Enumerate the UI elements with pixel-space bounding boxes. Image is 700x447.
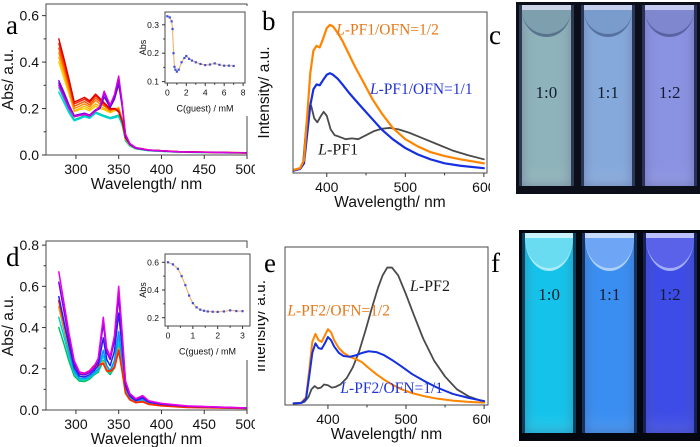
svg-text:Abs: Abs [138, 282, 148, 298]
svg-text:3: 3 [240, 331, 245, 341]
svg-text:0.4: 0.4 [20, 320, 40, 336]
svg-text:Wavelength/ nm: Wavelength/ nm [334, 194, 445, 211]
svg-text:C(guest) / mM: C(guest) / mM [176, 104, 233, 114]
cuvette-ratio-label: 1:0 [535, 82, 558, 102]
svg-text:0.2: 0.2 [20, 101, 40, 117]
svg-text:0.2: 0.2 [147, 48, 159, 58]
cuvette-1-1: 1:1 [582, 233, 637, 433]
svg-text:1: 1 [190, 331, 195, 341]
svg-text:0.6: 0.6 [20, 8, 40, 24]
svg-text:350: 350 [107, 416, 131, 432]
svg-text:450: 450 [193, 416, 217, 432]
svg-text:L-PF1/OFN=1/2: L-PF1/OFN=1/2 [335, 22, 439, 39]
cuvette-rim [585, 233, 634, 238]
svg-text:0.6: 0.6 [147, 257, 159, 267]
svg-text:400: 400 [315, 179, 339, 195]
cuvette-ratio-label: 1:2 [658, 285, 681, 304]
fluorescence-chart-e: 400 500 600 Wavelength/ nm Intensity/ a.u. L-… [252, 228, 496, 447]
svg-text:Abs/ a.u.: Abs/ a.u. [0, 49, 17, 110]
svg-text:450: 450 [193, 161, 217, 177]
cuvette-ratio-label: 1:2 [658, 82, 681, 102]
svg-text:4: 4 [203, 88, 208, 98]
svg-text:600: 600 [472, 179, 490, 195]
svg-text:Intensity/ a.u.: Intensity/ a.u. [258, 280, 269, 372]
titration-inset-chart-a: 0 2 4 6 8 0.1 0.2 0.3 C(guest) / mM Abs [138, 6, 250, 116]
svg-text:300: 300 [64, 161, 88, 177]
svg-text:L-PF2/OFN=1/1: L-PF2/OFN=1/1 [339, 380, 443, 397]
cuvette-headspace [585, 238, 634, 271]
svg-text:0.1: 0.1 [147, 77, 159, 87]
panel-label-f: f [491, 248, 500, 278]
cuvette-photo-panel-f: 1:0 1:1 1:2 [519, 230, 700, 441]
panel-label-c: c [489, 20, 501, 50]
svg-text:0.2: 0.2 [147, 313, 159, 323]
svg-text:350: 350 [107, 161, 131, 177]
svg-text:0.8: 0.8 [20, 237, 40, 253]
svg-text:L-PF1/OFN=1/1: L-PF1/OFN=1/1 [369, 81, 473, 98]
cuvette-headspace [645, 238, 694, 271]
svg-text:Wavelength/ nm: Wavelength/ nm [331, 426, 442, 443]
titration-inset-chart-d: 0 1 2 3 0.2 0.4 0.6 C(guest) / mM Abs [138, 248, 256, 360]
svg-text:0.0: 0.0 [20, 402, 40, 418]
svg-text:0: 0 [166, 331, 171, 341]
svg-text:Wavelength/ nm: Wavelength/ nm [91, 431, 202, 447]
cuvette-1-0: 1:0 [522, 233, 577, 433]
svg-text:0.4: 0.4 [20, 54, 40, 70]
uv-vis-absorption-chart-d: 300 350 400 450 500 0.0 0.2 0.4 0.6 0.8 Wavelength… [0, 228, 259, 447]
svg-text:L-PF1: L-PF1 [317, 141, 358, 158]
svg-text:600: 600 [472, 411, 490, 427]
cuvette-rim [583, 5, 633, 10]
svg-text:0.0: 0.0 [20, 147, 40, 163]
svg-text:2: 2 [215, 331, 220, 341]
cuvette-rim [525, 233, 574, 238]
cuvette-ratio-label: 1:1 [598, 285, 621, 304]
cuvette-rim [645, 5, 695, 10]
svg-text:Abs: Abs [138, 39, 148, 55]
svg-text:0.4: 0.4 [147, 285, 159, 295]
fluorescence-chart-b: 400 500 600 Wavelength/ nm Intensity/ a.u. L-… [256, 0, 496, 212]
uv-vis-absorption-chart-a: 300 350 400 450 500 0.0 0.2 0.4 0.6 Wavelength/ n… [0, 0, 259, 212]
svg-text:500: 500 [394, 179, 418, 195]
cuvette-rim [522, 5, 571, 10]
svg-text:300: 300 [64, 416, 88, 432]
cuvette-headspace [645, 10, 695, 37]
svg-text:500: 500 [394, 411, 418, 427]
svg-text:400: 400 [150, 416, 174, 432]
cuvette-ratio-label: 1:0 [538, 285, 561, 304]
cuvette-headspace [583, 10, 633, 37]
svg-text:0.6: 0.6 [20, 278, 40, 294]
svg-text:400: 400 [150, 161, 174, 177]
cuvette-headspace [522, 10, 571, 37]
cuvette-1-0: 1:0 [519, 5, 574, 186]
svg-text:500: 500 [235, 416, 255, 432]
svg-text:L-PF2/OFN=1/2: L-PF2/OFN=1/2 [286, 303, 390, 320]
panel-label-d: d [6, 242, 20, 272]
panel-label-b: b [262, 6, 276, 36]
panel-label-e: e [264, 248, 276, 278]
svg-text:Abs/ a.u.: Abs/ a.u. [0, 295, 17, 356]
svg-text:C(guest) / mM: C(guest) / mM [179, 347, 236, 357]
cuvette-headspace [525, 238, 574, 271]
cuvette-photo-panel-c: 1:0 1:1 1:2 [516, 2, 700, 194]
svg-text:Wavelength/ nm: Wavelength/ nm [91, 176, 202, 193]
svg-text:L-PF2: L-PF2 [409, 278, 450, 295]
svg-text:0.2: 0.2 [20, 361, 40, 377]
cuvette-rim [645, 233, 694, 238]
svg-text:0: 0 [165, 88, 170, 98]
cuvette-1-2: 1:2 [642, 233, 697, 433]
svg-text:6: 6 [222, 88, 227, 98]
svg-text:400: 400 [316, 411, 340, 427]
svg-text:0.3: 0.3 [147, 20, 159, 30]
svg-text:2: 2 [184, 88, 189, 98]
cuvette-1-1: 1:1 [580, 5, 636, 186]
svg-text:Intensity/ a.u.: Intensity/ a.u. [258, 46, 273, 138]
svg-text:500: 500 [235, 161, 255, 177]
cuvette-1-2: 1:2 [642, 5, 698, 186]
panel-label-a: a [6, 10, 18, 40]
svg-text:8: 8 [241, 88, 246, 98]
cuvette-ratio-label: 1:1 [597, 82, 619, 102]
